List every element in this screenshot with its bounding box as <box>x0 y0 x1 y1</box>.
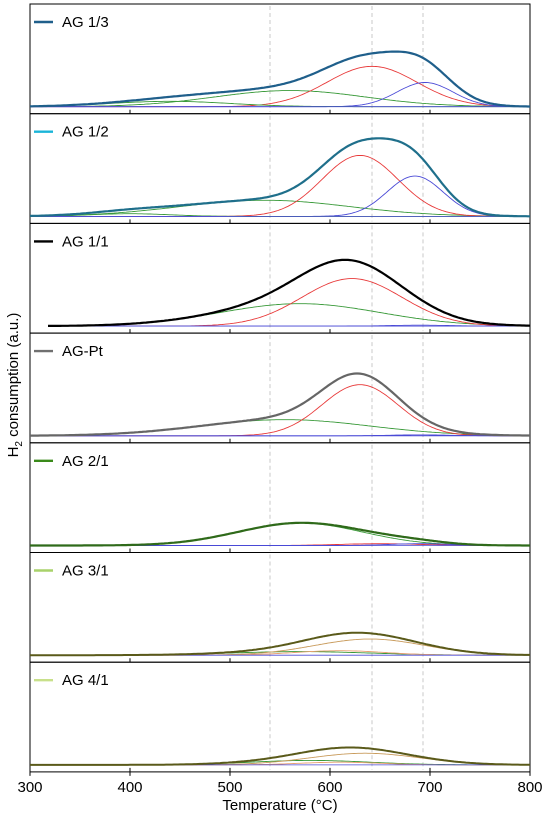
x-axis: 300 400 500 600 700 800 <box>17 771 543 796</box>
x-tick-label: 500 <box>217 779 242 796</box>
legend-label: AG 1/1 <box>62 233 109 250</box>
y-axis-label-rest: consumption (a.u.) <box>5 313 22 441</box>
legend-label: AG 1/2 <box>62 124 109 141</box>
x-axis-label: Temperature (°C) <box>222 797 337 814</box>
panel-6: AG 3/1 <box>29 552 531 663</box>
x-tick-label: 800 <box>517 779 542 796</box>
total-curve <box>30 50 530 108</box>
total-curve <box>30 372 530 437</box>
legend-label: AG 1/3 <box>62 14 109 31</box>
component-curve-2 <box>30 752 530 766</box>
panel-2: AG 1/2 <box>29 113 531 224</box>
total-curve <box>30 746 531 766</box>
total-curve <box>48 258 531 327</box>
component-curve-2 <box>30 154 530 217</box>
y-axis-label-main: H <box>5 447 22 458</box>
x-tick-label: 600 <box>317 779 342 796</box>
legend-label: AG 2/1 <box>62 453 109 470</box>
panel-5: AG 2/1 <box>29 442 531 553</box>
legend-label: AG-Pt <box>62 343 104 360</box>
total-curve <box>30 137 530 218</box>
component-curve-1 <box>48 303 530 327</box>
x-tick-label: 700 <box>417 779 442 796</box>
panel-frame <box>29 661 531 773</box>
component-curve-2 <box>30 65 530 108</box>
panel-frame <box>29 332 531 444</box>
component-curve-2 <box>30 384 530 437</box>
y-axis-label: H2 consumption (a.u.) <box>5 313 25 458</box>
panel-1: AG 1/3 <box>29 3 531 115</box>
panel-7: AG 4/1 <box>29 661 531 773</box>
component-curve-1 <box>30 199 530 217</box>
y-axis-label-sub: 2 <box>14 441 25 447</box>
component-curve-2 <box>30 638 531 656</box>
total-curve <box>30 631 530 657</box>
x-tick-label: 400 <box>117 779 142 796</box>
panel-4: AG-Pt <box>29 332 531 444</box>
panel-3: AG 1/1 <box>29 222 531 334</box>
total-curve <box>30 521 530 547</box>
legend-label: AG 4/1 <box>62 672 109 689</box>
panels-group: AG 1/3 AG 1/2 AG 1/1 AG-Pt AG 2/1 AG 3/1 AG 4/… <box>29 3 531 773</box>
component-curve-1 <box>30 522 530 546</box>
legend-label: AG 3/1 <box>62 563 109 580</box>
component-curve-1 <box>30 90 530 108</box>
component-curve-2 <box>48 278 530 327</box>
x-tick-label: 300 <box>17 779 42 796</box>
